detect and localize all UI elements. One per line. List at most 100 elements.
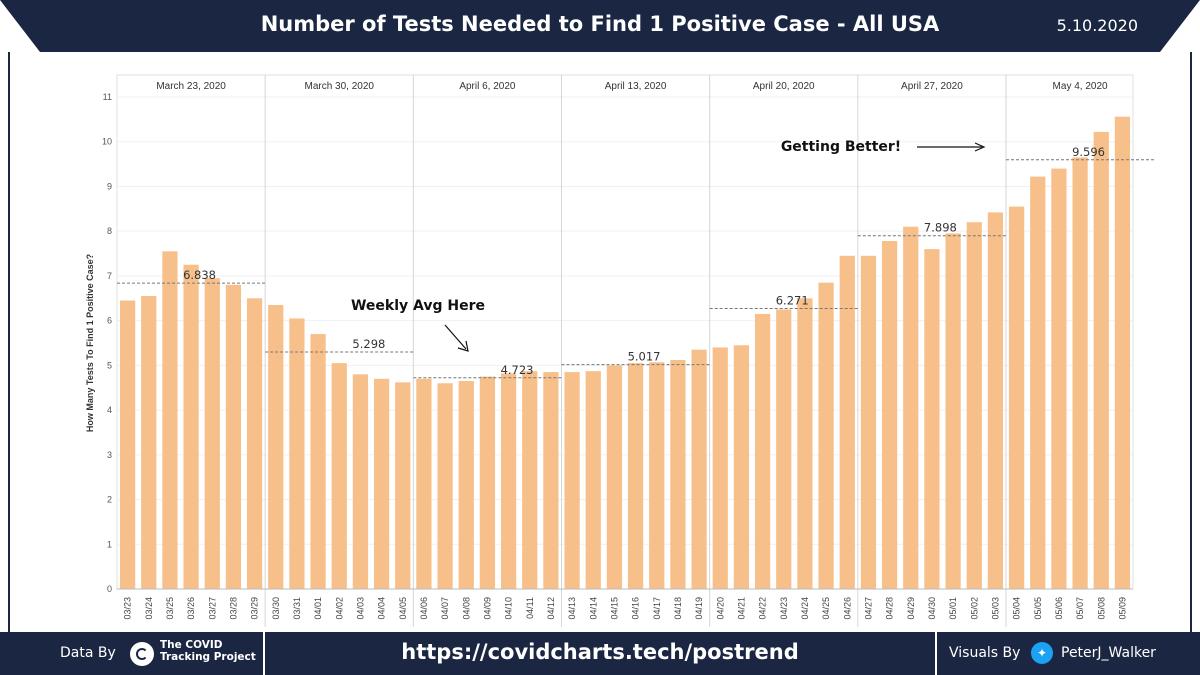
footer-divider <box>263 632 265 675</box>
report-date: 5.10.2020 <box>1056 16 1138 35</box>
x-tick-label: 03/28 <box>228 597 238 620</box>
bar <box>141 296 157 589</box>
bar <box>966 222 982 589</box>
weekly-average-label: 5.017 <box>628 350 661 364</box>
bar <box>818 282 834 589</box>
author-handle[interactable]: PeterJ_Walker <box>1061 645 1156 661</box>
data-by-label: Data By <box>60 645 116 661</box>
header-shape <box>0 0 1200 52</box>
bar <box>416 378 432 589</box>
weekly-average-label: 4.723 <box>501 363 534 377</box>
week-header-label: March 23, 2020 <box>156 81 226 92</box>
annotation-arrow-head <box>457 340 469 352</box>
x-tick-label: 03/26 <box>186 597 196 620</box>
bar <box>1093 131 1109 589</box>
x-tick-label: 03/31 <box>292 597 302 620</box>
x-tick-label: 04/28 <box>885 597 895 620</box>
y-tick-label: 10 <box>102 137 112 147</box>
y-tick-label: 2 <box>107 495 112 505</box>
bar <box>1114 116 1131 590</box>
header-banner: Number of Tests Needed to Find 1 Positiv… <box>0 0 1200 52</box>
x-tick-label: 03/24 <box>144 597 154 620</box>
y-tick-label: 6 <box>107 316 112 326</box>
bar <box>1030 176 1046 589</box>
x-tick-label: 04/01 <box>313 597 323 620</box>
plot-area <box>116 74 1134 590</box>
bar <box>924 249 940 589</box>
bar <box>268 304 284 589</box>
y-tick-label: 7 <box>107 271 112 281</box>
x-tick-label: 04/22 <box>758 597 768 620</box>
y-tick-label: 8 <box>107 226 112 236</box>
x-tick-label: 04/11 <box>525 597 535 619</box>
x-tick-label: 04/06 <box>419 597 429 620</box>
bar <box>225 284 242 589</box>
bar <box>204 278 220 589</box>
x-tick-label: 04/09 <box>482 597 492 620</box>
frame-left-border <box>8 52 10 632</box>
y-axis-label: How Many Tests To Find 1 Positive Case? <box>85 254 95 432</box>
footer-divider <box>935 632 937 675</box>
bar <box>860 255 877 590</box>
bar <box>987 212 1004 589</box>
x-tick-label: 03/30 <box>271 597 281 620</box>
bar <box>691 349 707 589</box>
bar <box>119 300 136 589</box>
source-line2: Tracking Project <box>160 651 256 663</box>
week-header-label: April 27, 2020 <box>901 81 963 92</box>
x-tick-label: 03/27 <box>207 597 217 620</box>
bar <box>670 359 686 589</box>
x-tick-label: 05/07 <box>1075 597 1085 620</box>
bar <box>458 381 474 589</box>
x-tick-label: 05/09 <box>1117 597 1127 620</box>
bar <box>183 264 199 589</box>
bar <box>754 313 771 589</box>
x-tick-label: 05/03 <box>990 597 1000 620</box>
week-header-label: May 4, 2020 <box>1053 81 1108 92</box>
bar <box>649 362 665 589</box>
x-tick-label: 04/16 <box>631 597 641 620</box>
weekly-average-label: 7.898 <box>924 221 957 235</box>
bar <box>310 334 326 589</box>
source-logo-text: The COVID Tracking Project <box>160 639 256 663</box>
week-header-label: April 6, 2020 <box>459 81 516 92</box>
x-tick-label: 04/12 <box>546 597 556 620</box>
bar <box>564 372 580 589</box>
bar <box>522 371 538 589</box>
bar <box>289 318 305 589</box>
x-tick-label: 05/01 <box>948 597 958 620</box>
bar-chart: 0 1 2 3 4 5 6 7 8 9 10 11 March 23, 2020 March 30, 20… <box>85 74 1155 627</box>
x-tick-label: 03/29 <box>250 597 260 620</box>
x-tick-label: 04/08 <box>461 597 471 620</box>
frame-right-border <box>1190 52 1192 632</box>
annotation-weekly-avg: Weekly Avg Here <box>351 298 485 314</box>
annotation-getting-better: Getting Better! <box>781 139 901 155</box>
footer-url-section: https://covidcharts.tech/postrend <box>265 632 935 675</box>
bar <box>712 347 728 589</box>
bar <box>585 371 601 589</box>
bar <box>839 255 855 590</box>
x-tick-label: 03/23 <box>123 597 133 620</box>
footer-data-source: Data By The COVID Tracking Project <box>8 632 263 675</box>
week-header-label: April 13, 2020 <box>605 81 667 92</box>
bar <box>500 373 517 589</box>
weekly-average-label: 5.298 <box>352 337 385 351</box>
y-tick-label: 11 <box>103 92 112 102</box>
x-tick-label: 04/15 <box>609 597 619 620</box>
x-tick-label: 04/10 <box>504 597 514 620</box>
footer-credits: Visuals By ✦ PeterJ_Walker <box>937 632 1192 675</box>
bar <box>797 298 813 589</box>
x-tick-label: 05/08 <box>1096 597 1106 620</box>
footer-bar: Data By The COVID Tracking Project https… <box>0 632 1200 675</box>
y-tick-label: 3 <box>107 450 112 460</box>
y-tick-label: 4 <box>107 405 112 415</box>
chart-url-link[interactable]: https://covidcharts.tech/postrend <box>401 640 799 664</box>
x-tick-label: 03/25 <box>165 597 175 620</box>
x-tick-label: 04/25 <box>821 597 831 620</box>
x-tick-label: 04/07 <box>440 597 450 620</box>
bar <box>395 382 411 589</box>
bar <box>881 241 898 589</box>
bar <box>331 363 347 589</box>
bar <box>1051 168 1067 589</box>
bar <box>776 309 792 589</box>
